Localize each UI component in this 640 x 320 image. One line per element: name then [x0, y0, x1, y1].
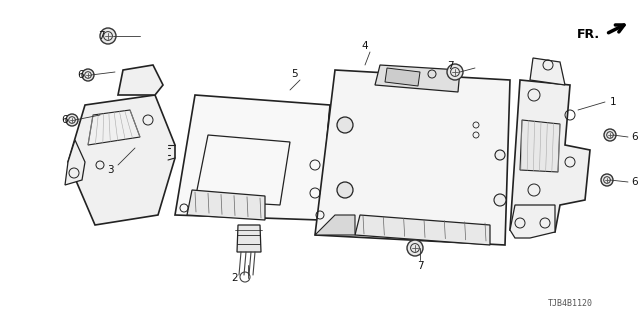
Text: 6: 6 [632, 132, 638, 142]
Circle shape [100, 28, 116, 44]
Polygon shape [237, 225, 261, 252]
Polygon shape [315, 215, 355, 235]
Polygon shape [510, 205, 555, 238]
Circle shape [407, 240, 423, 256]
Text: 7: 7 [447, 61, 453, 71]
Circle shape [494, 194, 506, 206]
Circle shape [601, 174, 613, 186]
Polygon shape [187, 190, 265, 220]
Polygon shape [510, 80, 590, 232]
Text: 7: 7 [417, 261, 423, 271]
Polygon shape [315, 70, 510, 245]
Circle shape [447, 64, 463, 80]
Polygon shape [118, 65, 163, 95]
Circle shape [337, 117, 353, 133]
Polygon shape [175, 95, 330, 220]
Circle shape [82, 69, 94, 81]
Polygon shape [65, 140, 85, 185]
Circle shape [337, 182, 353, 198]
Text: 2: 2 [232, 273, 238, 283]
Circle shape [604, 129, 616, 141]
Text: 1: 1 [610, 97, 616, 107]
Text: 3: 3 [107, 165, 113, 175]
Text: 4: 4 [362, 41, 368, 51]
Polygon shape [520, 120, 560, 172]
Text: 5: 5 [292, 69, 298, 79]
Polygon shape [320, 105, 335, 220]
Text: 6: 6 [77, 70, 84, 80]
Text: 6: 6 [61, 115, 68, 125]
Circle shape [495, 150, 505, 160]
Circle shape [66, 114, 78, 126]
Polygon shape [68, 95, 175, 225]
Polygon shape [530, 58, 565, 85]
Polygon shape [355, 215, 490, 245]
Polygon shape [385, 68, 420, 86]
Text: 6: 6 [632, 177, 638, 187]
Text: FR.: FR. [577, 28, 600, 41]
Text: TJB4B1120: TJB4B1120 [547, 299, 593, 308]
Polygon shape [375, 65, 460, 92]
Text: 7: 7 [98, 31, 104, 41]
